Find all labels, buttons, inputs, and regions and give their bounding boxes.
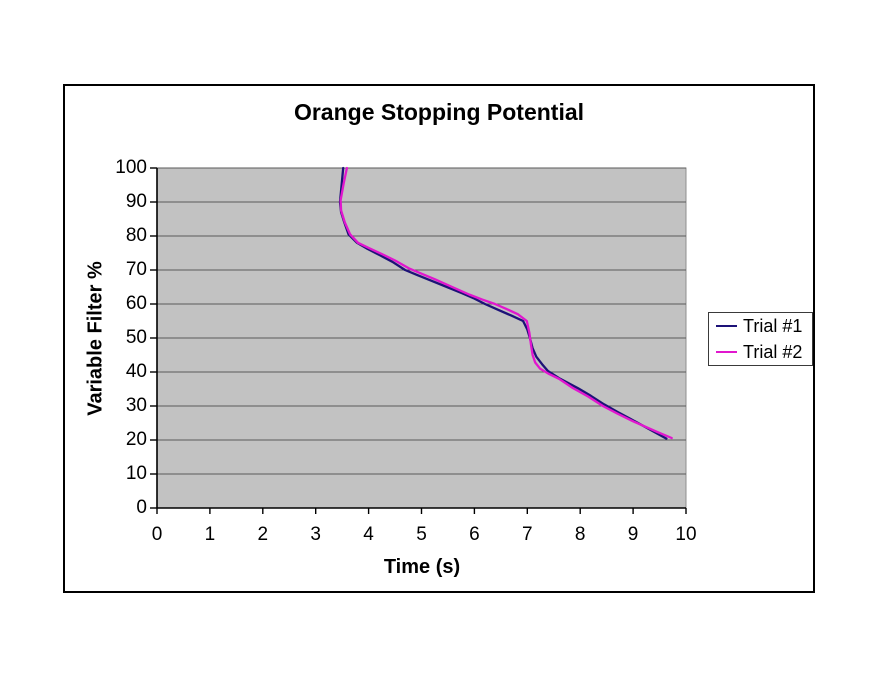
series-line-2 xyxy=(339,166,673,440)
legend-label-trial-1: Trial #1 xyxy=(743,316,803,336)
x-tick-label-4: 4 xyxy=(363,524,374,545)
x-tick-label-10: 10 xyxy=(675,524,697,545)
trial-2-line-swatch xyxy=(716,351,737,353)
x-tick-label-7: 7 xyxy=(522,524,533,545)
x-tick-label-2: 2 xyxy=(257,524,269,545)
y-tick-label-80: 80 xyxy=(125,225,147,246)
legend-label-trial-2: Trial #2 xyxy=(743,342,803,362)
y-tick-label-30: 30 xyxy=(125,395,147,416)
y-tick-label-60: 60 xyxy=(125,293,147,314)
trial-1-line-swatch xyxy=(716,325,737,327)
x-tick-label-8: 8 xyxy=(574,524,586,545)
plot-area xyxy=(150,166,687,514)
x-tick-label-3: 3 xyxy=(310,524,321,545)
x-axis-title: Time (s) xyxy=(383,556,461,578)
legend-item-trial-1: Trial #1 xyxy=(709,315,812,337)
x-tick-label-1: 1 xyxy=(204,524,216,545)
y-tick-label-10: 10 xyxy=(125,463,147,484)
y-tick-label-70: 70 xyxy=(125,259,147,280)
x-tick-label-9: 9 xyxy=(627,524,639,545)
chart-title: Orange Stopping Potential xyxy=(293,99,585,125)
x-tick-label-6: 6 xyxy=(469,524,480,545)
y-tick-label-90: 90 xyxy=(125,191,147,212)
y-tick-label-50: 50 xyxy=(125,327,147,348)
y-tick-label-20: 20 xyxy=(125,429,147,450)
y-tick-label-0: 0 xyxy=(136,497,147,518)
y-tick-label-40: 40 xyxy=(125,361,147,382)
legend-item-trial-2: Trial #2 xyxy=(709,341,812,363)
x-tick-label-5: 5 xyxy=(416,524,427,545)
y-tick-label-100: 100 xyxy=(115,157,147,178)
x-tick-label-0: 0 xyxy=(151,524,163,545)
y-axis-title: Variable Filter % xyxy=(84,261,107,416)
legend: Trial #1 Trial #2 xyxy=(708,312,813,366)
